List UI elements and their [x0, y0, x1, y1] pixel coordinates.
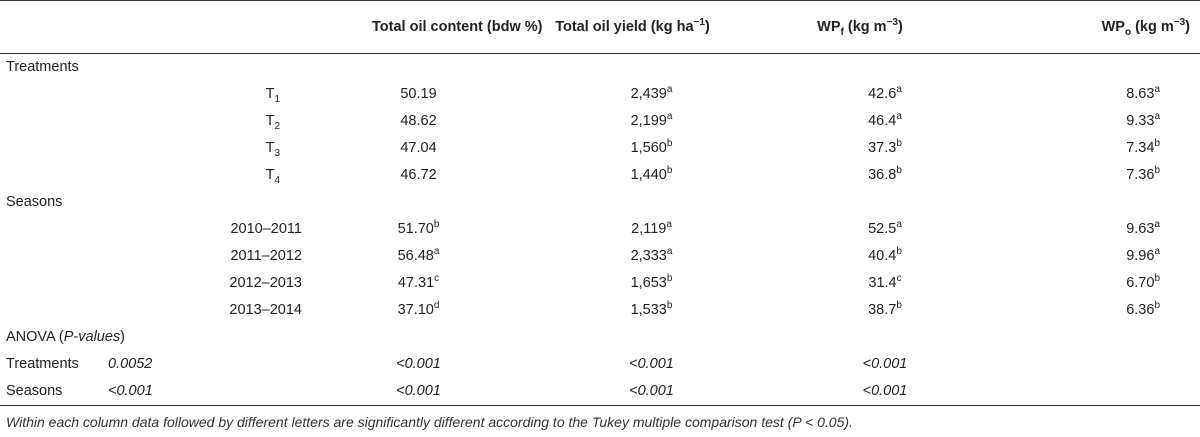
anova-p-treatment: 0.0052: [108, 356, 153, 372]
anova-row-label: Seasons <0.001: [0, 378, 320, 406]
cell-oil-yield: 1,440b: [630, 165, 673, 184]
cell-anova-oil-content: <0.001: [320, 378, 505, 406]
header-wpo: WPo (kg m−3): [960, 0, 1200, 54]
cell-anova-oil-yield: <0.001: [505, 378, 760, 406]
cell-anova-oil-yield: <0.001: [629, 356, 674, 372]
cell-wpo: 9.96a: [1126, 246, 1160, 265]
cell-anova-wpo-empty: [960, 351, 1200, 378]
cell-wpf: 36.8b: [868, 165, 902, 184]
cell-wpf: 31.4c: [868, 273, 902, 292]
table-row: T2 48.62 2,199a 46.4a 9.33a: [0, 108, 1200, 135]
section-row-treatments: Treatments: [0, 54, 1200, 82]
table-row: 2012–2013 47.31c 1,653b 31.4c 6.70b: [0, 270, 1200, 297]
cell-wpf: 37.3b: [868, 138, 902, 157]
header-oil-yield: Total oil yield (kg ha−1): [505, 0, 760, 54]
cell-oil-content: 50.19: [400, 86, 437, 102]
cell-wpo: 8.63a: [1126, 84, 1160, 103]
section-label: Seasons: [6, 194, 63, 210]
cell-oil-yield: 2,199a: [630, 111, 673, 130]
cell-oil-content: 46.72: [400, 167, 437, 183]
cell-wpf: 46.4a: [868, 111, 902, 130]
cell-wpf: 40.4b: [868, 246, 902, 265]
cell-anova-wpo-empty: [960, 378, 1200, 406]
table-row: T1 50.19 2,439a 42.6a 8.63a: [0, 81, 1200, 108]
cell-anova-wpf: <0.001: [862, 356, 908, 372]
cell-oil-content: 56.48a: [397, 246, 440, 265]
row-label: T2: [265, 113, 280, 132]
cell-oil-yield: 1,533b: [630, 300, 673, 319]
table-row: 2011–2012 56.48a 2,333a 40.4b 9.96a: [0, 243, 1200, 270]
cell-oil-content: 47.04: [400, 140, 437, 156]
row-label: T3: [265, 140, 280, 159]
section-row-seasons: Seasons: [0, 189, 1200, 216]
cell-oil-yield: 2,333a: [630, 246, 673, 265]
header-oil-content: Total oil content (bdw %): [320, 0, 543, 54]
row-label: T1: [265, 86, 280, 105]
table-row: 2013–2014 37.10d 1,533b 38.7b 6.36b: [0, 297, 1200, 324]
section-row-anova: ANOVA (P-values): [0, 324, 1200, 351]
cell-wpo: 6.70b: [1126, 273, 1160, 292]
anova-p-season: <0.001: [108, 383, 153, 399]
cell-wpo: 6.36b: [1126, 300, 1160, 319]
cell-wpo: 9.63a: [1126, 219, 1160, 238]
table-body: Treatments T1 50.19 2,439a 42.6a 8.63a T…: [0, 54, 1200, 406]
cell-oil-content: 37.10d: [397, 300, 440, 319]
table-row: T3 47.04 1,560b 37.3b 7.34b: [0, 135, 1200, 162]
table-row: Treatments 0.0052 <0.001 <0.001 <0.001: [0, 351, 1200, 378]
header-wpf: WPf (kg m−3): [760, 0, 960, 54]
section-label: Treatments: [6, 59, 79, 75]
row-label: 2013–2014: [229, 302, 302, 318]
cell-anova-wpf: <0.001: [760, 378, 960, 406]
cell-oil-yield: 2,439a: [630, 84, 673, 103]
cell-oil-yield: 1,560b: [630, 138, 673, 157]
cell-oil-content: 51.70b: [397, 219, 440, 238]
table-row: Seasons <0.001 <0.001 <0.001 <0.001: [0, 378, 1200, 406]
anova-row-label: Treatments 0.0052: [0, 351, 320, 378]
cell-wpf: 42.6a: [868, 84, 902, 103]
cell-wpf: 38.7b: [868, 300, 902, 319]
table-footnote: Within each column data followed by diff…: [6, 414, 853, 430]
table-header: Total oil content (bdw %) Total oil yiel…: [0, 0, 1200, 54]
cell-oil-yield: 1,653b: [630, 273, 673, 292]
cell-wpo: 7.34b: [1126, 138, 1160, 157]
cell-anova-oil-content: <0.001: [396, 356, 441, 372]
section-label: ANOVA (P-values): [6, 329, 126, 345]
row-label: 2010–2011: [230, 221, 302, 237]
table-row: T4 46.72 1,440b 36.8b 7.36b: [0, 162, 1200, 189]
cell-oil-content: 48.62: [400, 113, 437, 129]
row-label: 2011–2012: [230, 248, 302, 264]
row-label: T4: [265, 167, 280, 186]
results-table: Total oil content (bdw %) Total oil yiel…: [0, 0, 1200, 406]
cell-wpo: 7.36b: [1126, 165, 1160, 184]
header-blank: [0, 0, 320, 54]
cell-oil-content: 47.31c: [397, 273, 440, 292]
cell-oil-yield: 2,119a: [631, 219, 672, 238]
cell-wpo: 9.33a: [1126, 111, 1160, 130]
row-label: 2012–2013: [229, 275, 302, 291]
table-row: 2010–2011 51.70b 2,119a 52.5a 9.63a: [0, 216, 1200, 243]
cell-wpf: 52.5a: [868, 219, 902, 238]
